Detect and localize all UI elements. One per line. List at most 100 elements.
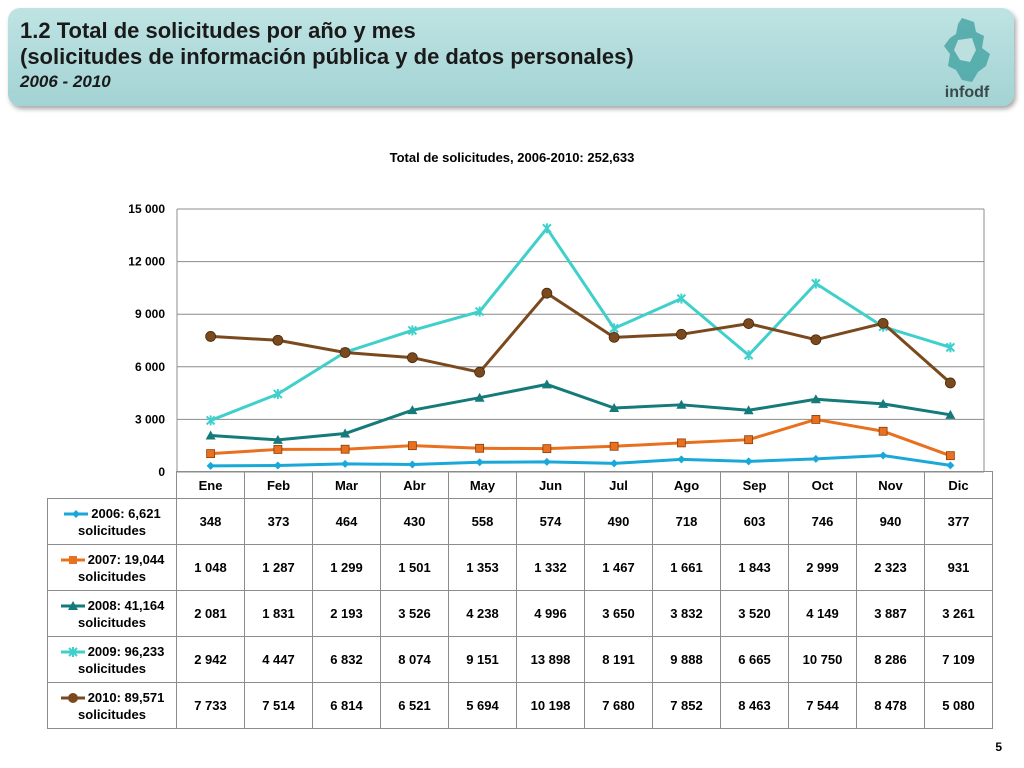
slide-years: 2006 - 2010 xyxy=(20,72,111,91)
legend-label: 2007: 19,044 xyxy=(87,551,165,567)
data-label: 348 xyxy=(176,498,245,545)
data-point-diamond xyxy=(610,459,619,468)
data-point-diamond xyxy=(811,454,820,463)
data-point-circle xyxy=(675,328,687,340)
data-label: 9 151 xyxy=(448,636,517,683)
legend-label-unit: solicitudes xyxy=(78,706,146,722)
data-point-triangle xyxy=(407,405,418,415)
x-tick-label: Ago xyxy=(652,471,721,499)
x-tick-label: Feb xyxy=(244,471,313,499)
legend-key-icon xyxy=(60,556,85,565)
data-point-diamond xyxy=(341,459,350,468)
data-label: 603 xyxy=(720,498,789,545)
data-label: 1 843 xyxy=(720,544,789,591)
data-label: 2 323 xyxy=(856,544,925,591)
data-label: 718 xyxy=(652,498,721,545)
data-point-diamond xyxy=(946,461,955,470)
legend-entry: 2010: 89,571 solicitudes xyxy=(47,682,177,729)
data-label: 464 xyxy=(312,498,381,545)
data-label: 1 287 xyxy=(244,544,313,591)
data-label: 7 680 xyxy=(584,682,653,729)
series-line-2 xyxy=(210,382,951,442)
x-tick-label: Nov xyxy=(856,471,925,499)
data-point-diamond xyxy=(408,460,417,469)
data-label: 2 942 xyxy=(176,636,245,683)
data-label: 4 238 xyxy=(448,590,517,637)
data-point-diamond xyxy=(475,458,484,467)
data-point-star xyxy=(542,223,552,234)
data-label: 373 xyxy=(244,498,313,545)
legend-label: 2010: 89,571 xyxy=(87,689,165,705)
legend-key-icon xyxy=(60,601,85,611)
data-label: 6 814 xyxy=(312,682,381,729)
data-table: Ene Feb Mar Abr May Jun Jul Ago Sep Oct Nov Dic 2006… xyxy=(47,471,993,729)
logo-text: infodf xyxy=(944,84,990,101)
data-label: 1 467 xyxy=(584,544,653,591)
legend-label-unit: solicitudes xyxy=(78,660,146,676)
table-header-row: Ene Feb Mar Abr May Jun Jul Ago Sep Oct Nov Dic xyxy=(47,471,993,499)
x-tick-label: Sep xyxy=(720,471,789,499)
legend-entry: 2008: 41,164 solicitudes xyxy=(47,590,177,637)
slide-header: 1.2 Total de solicitudes por año y mes (… xyxy=(8,8,1014,106)
data-label: 10 198 xyxy=(516,682,585,729)
table-row: 2006: 6,621 solicitudes 348 373 464 430 558 574… xyxy=(47,498,993,545)
data-point-triangle xyxy=(541,379,552,389)
x-tick-label: Oct xyxy=(788,471,857,499)
data-label: 3 261 xyxy=(924,590,993,637)
data-point-star xyxy=(676,293,687,304)
chart-title: Total de solicitudes, 2006-2010: 252,633 xyxy=(389,150,635,165)
data-point-square xyxy=(475,443,485,453)
data-point-square xyxy=(744,435,754,445)
data-label: 8 286 xyxy=(856,636,925,683)
data-point-star xyxy=(811,278,821,289)
table-row: 2007: 19,044 solicitudes 1 048 1 287 1 299 1 … xyxy=(47,544,993,591)
table-row: 2008: 41,164 solicitudes 2 081 1 831 2 193 3 … xyxy=(47,590,993,637)
data-label: 6 832 xyxy=(312,636,381,683)
data-label: 931 xyxy=(924,544,993,591)
y-tick-label: 9 000 xyxy=(135,307,165,321)
data-label: 3 526 xyxy=(380,590,449,637)
data-label: 8 074 xyxy=(380,636,449,683)
data-point-circle xyxy=(339,347,351,358)
table-row: 2010: 89,571 solicitudes 7 733 7 514 6 814 6 … xyxy=(47,682,993,729)
data-point-triangle xyxy=(272,434,283,444)
data-label: 1 831 xyxy=(244,590,313,637)
slide-title-line1: 1.2 Total de solicitudes por año y mes xyxy=(20,18,416,43)
data-label: 7 733 xyxy=(176,682,245,729)
x-tick-label: Jul xyxy=(584,471,653,499)
data-label: 2 999 xyxy=(788,544,857,591)
legend-label-unit: solicitudes xyxy=(78,522,146,538)
data-point-diamond xyxy=(744,457,753,466)
infodf-logo: infodf xyxy=(932,14,1002,104)
data-point-triangle xyxy=(743,405,754,415)
data-label: 558 xyxy=(448,498,517,545)
legend-key-icon xyxy=(60,693,85,704)
data-label: 490 xyxy=(584,498,653,545)
data-point-triangle xyxy=(474,392,485,402)
data-point-square xyxy=(676,438,686,448)
data-point-circle xyxy=(608,331,620,343)
legend-label: 2009: 96,233 xyxy=(87,643,165,659)
x-tick-label: May xyxy=(448,471,517,499)
series-line-3 xyxy=(210,226,951,422)
data-label: 10 750 xyxy=(788,636,857,683)
data-point-triangle xyxy=(340,428,351,438)
data-point-triangle xyxy=(609,403,620,413)
data-point-star xyxy=(407,325,418,336)
data-label: 7 852 xyxy=(652,682,721,729)
data-point-circle xyxy=(541,287,553,299)
x-tick-label: Dic xyxy=(924,471,993,499)
data-point-triangle xyxy=(945,409,956,419)
data-point-circle xyxy=(406,352,418,364)
city-map-icon xyxy=(944,18,990,82)
legend-entry: 2009: 96,233 solicitudes xyxy=(47,636,177,683)
slide-title-line2: (solicitudes de información pública y de… xyxy=(20,44,634,69)
data-point-star xyxy=(743,350,754,361)
x-tick-label: Abr xyxy=(380,471,449,499)
data-label: 3 832 xyxy=(652,590,721,637)
data-point-square xyxy=(811,415,821,424)
data-point-diamond xyxy=(206,461,215,470)
data-point-square xyxy=(878,426,888,436)
data-point-square xyxy=(206,449,216,459)
data-label: 746 xyxy=(788,498,857,545)
